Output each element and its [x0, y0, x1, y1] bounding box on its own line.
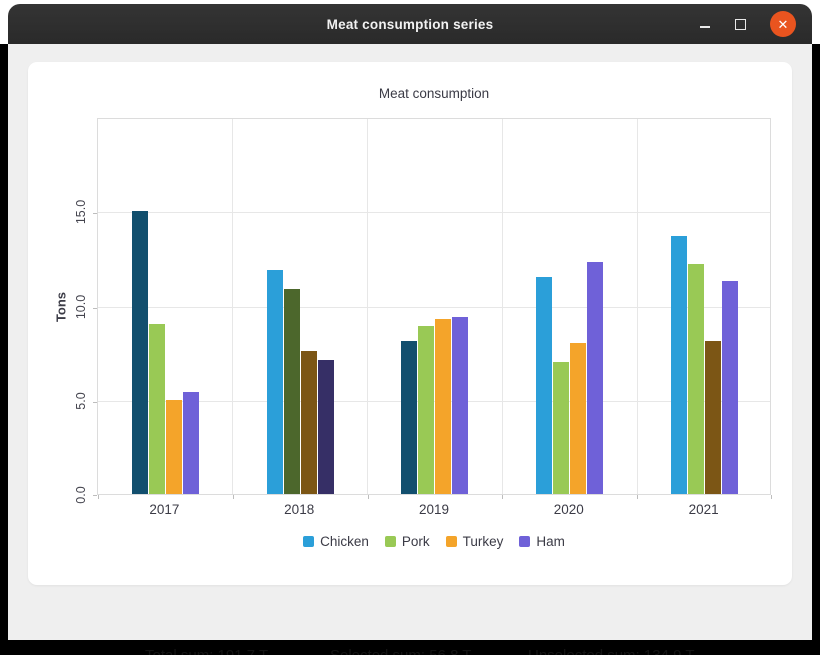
unselected-sum-text: Unselected sum: 134.9 T — [528, 647, 694, 655]
selected-sum-text: Selected sum: 56.8 T — [330, 647, 471, 655]
gridline-h — [98, 212, 770, 214]
window-body: Meat consumption 0.0 5.0 10.0 15.0 Tons 2017… — [8, 44, 812, 655]
y-tick-label: 5.0 — [74, 392, 88, 410]
bar-turkey-2020[interactable] — [570, 343, 587, 494]
minimize-button[interactable] — [699, 18, 711, 30]
chart-title: Meat consumption — [378, 86, 490, 101]
legend-item-chicken: Chicken — [303, 534, 369, 549]
legend-item-turkey: Turkey — [445, 534, 504, 549]
x-tick — [502, 495, 504, 499]
x-axis-labels: 2017 2018 2019 2020 2021 — [97, 502, 771, 517]
legend-label: Ham — [536, 534, 565, 549]
x-label-2019: 2019 — [418, 502, 450, 517]
y-tick — [93, 495, 97, 496]
chart-card: Meat consumption 0.0 5.0 10.0 15.0 Tons 2017… — [28, 62, 792, 585]
x-label-2018: 2018 — [284, 502, 315, 517]
gridline-v — [367, 119, 369, 494]
window-title: Meat consumption series — [326, 16, 494, 32]
bar-ham-2019[interactable] — [452, 316, 469, 494]
bar-pork-2018[interactable] — [283, 288, 300, 494]
legend-swatch-icon — [445, 536, 457, 547]
x-tick — [232, 495, 234, 499]
window-controls: ✕ — [699, 4, 796, 44]
legend-item-pork: Pork — [384, 534, 430, 549]
titlebar[interactable]: Meat consumption series ✕ — [8, 4, 812, 44]
bar-turkey-2021[interactable] — [705, 341, 722, 494]
maximize-button[interactable] — [735, 18, 746, 30]
bar-pork-2017[interactable] — [148, 324, 165, 494]
x-label-2017: 2017 — [149, 502, 180, 517]
bar-chicken-2021[interactable] — [671, 235, 688, 494]
y-tick-label: 10.0 — [74, 294, 88, 319]
plot-area — [93, 118, 772, 499]
legend-swatch-icon — [384, 536, 396, 547]
bar-chicken-2020[interactable] — [536, 277, 553, 494]
bar-turkey-2017[interactable] — [165, 399, 182, 494]
bar-pork-2020[interactable] — [553, 362, 570, 494]
bar-group-2018 — [233, 119, 368, 494]
y-tick — [93, 213, 97, 215]
gridline-v — [636, 119, 638, 494]
close-icon: ✕ — [777, 16, 789, 32]
y-axis-title: Tons — [53, 291, 69, 322]
legend-label: Turkey — [462, 534, 504, 549]
bar-ham-2017[interactable] — [182, 392, 199, 494]
legend-item-ham: Ham — [519, 534, 565, 549]
bar-group-2019 — [368, 119, 503, 494]
y-tick — [93, 401, 97, 403]
bar-chicken-2018[interactable] — [266, 269, 283, 494]
x-label-2020: 2020 — [553, 502, 584, 517]
bar-chicken-2017[interactable] — [131, 211, 148, 494]
y-tick-label: 0.0 — [74, 486, 88, 504]
bar-ham-2021[interactable] — [722, 281, 739, 494]
bar-group-2020 — [502, 119, 637, 494]
gridline-v — [501, 119, 503, 494]
legend-label: Pork — [401, 534, 430, 549]
bar-chicken-2019[interactable] — [401, 341, 418, 494]
bar-ham-2020[interactable] — [587, 262, 604, 494]
y-tick — [93, 307, 97, 309]
legend-swatch-icon — [303, 536, 315, 547]
bar-turkey-2018[interactable] — [300, 350, 317, 494]
x-tick — [771, 495, 772, 499]
bar-ham-2018[interactable] — [317, 360, 334, 494]
legend-label: Chicken — [320, 534, 369, 549]
legend-swatch-icon — [519, 536, 531, 547]
bar-pork-2019[interactable] — [418, 326, 435, 494]
bar-turkey-2019[interactable] — [435, 318, 452, 494]
x-label-2021: 2021 — [688, 502, 719, 517]
bar-pork-2021[interactable] — [688, 264, 705, 494]
gridline-h — [98, 306, 770, 308]
bar-group-2021 — [637, 119, 772, 494]
gridline-v — [232, 119, 234, 494]
x-tick — [637, 495, 639, 499]
y-tick-label: 15.0 — [74, 200, 88, 225]
close-button[interactable]: ✕ — [770, 11, 796, 37]
legend: Chicken Pork Turkey Ham — [97, 534, 771, 549]
bar-group-2017 — [98, 119, 233, 494]
total-sum-text: Total sum: 191.7 T — [145, 647, 268, 655]
x-tick — [98, 495, 99, 499]
x-tick — [367, 495, 369, 499]
